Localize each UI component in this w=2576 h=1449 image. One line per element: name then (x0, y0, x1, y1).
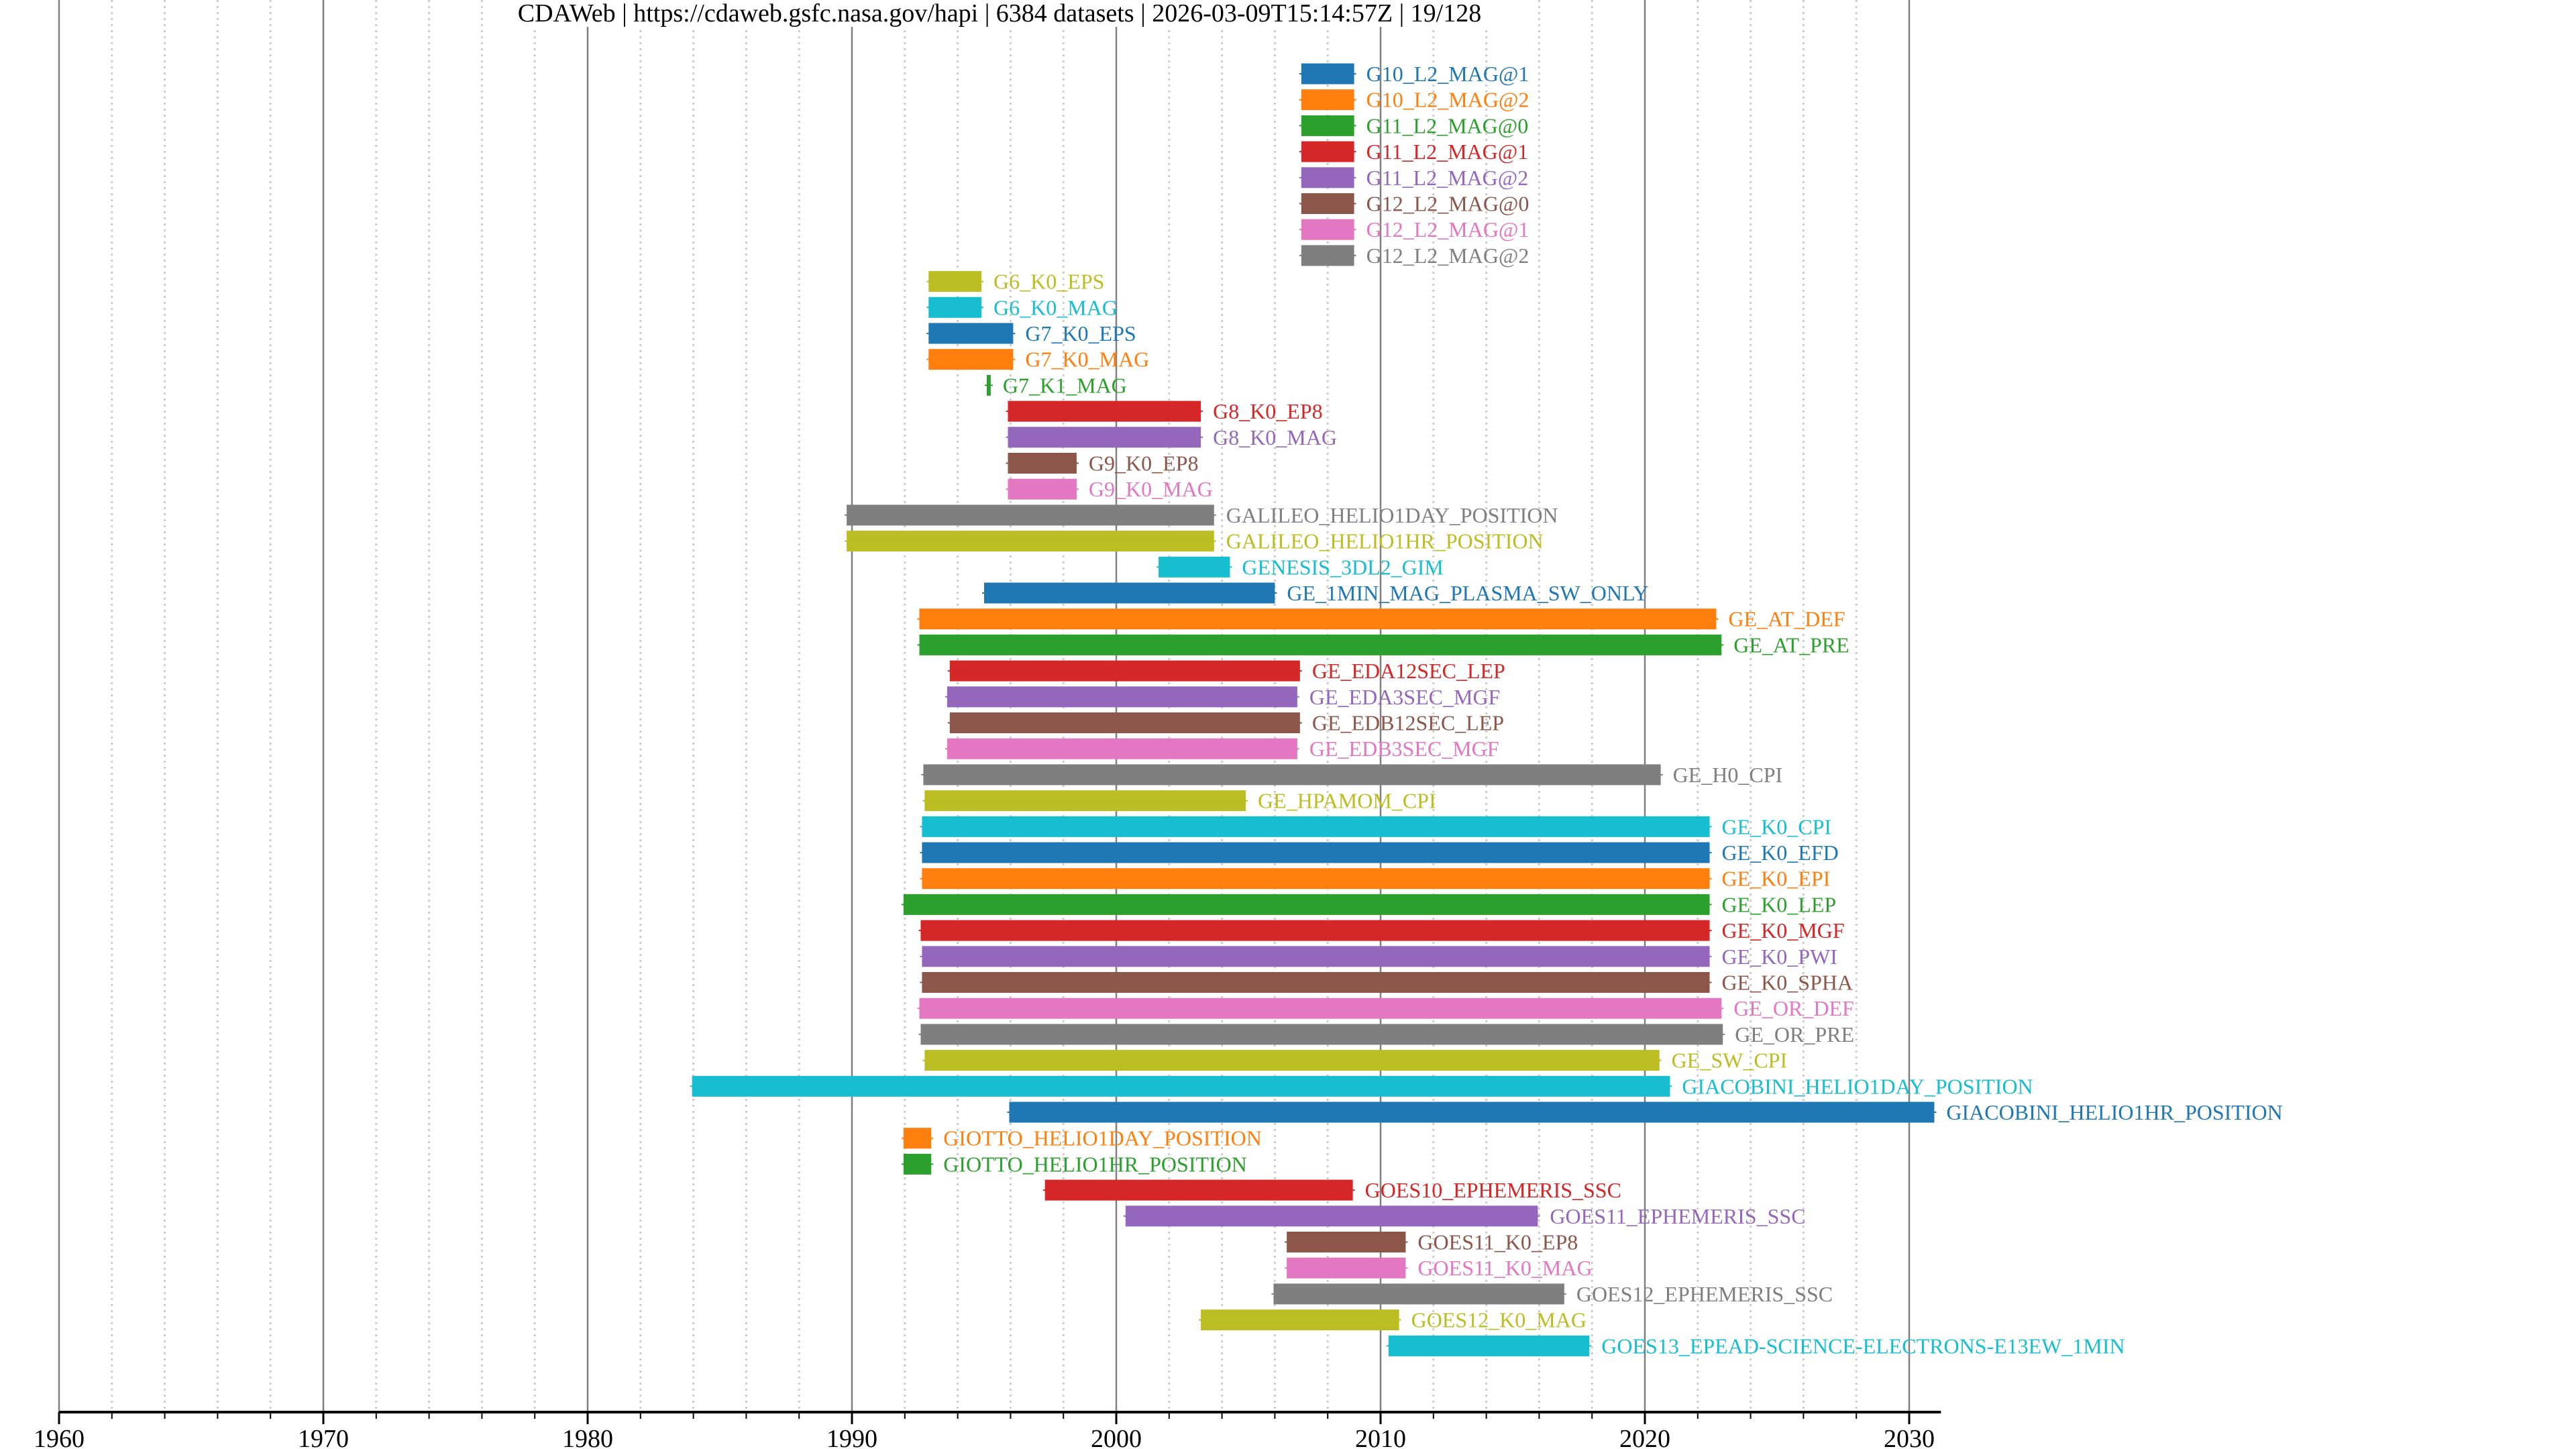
dataset-label: G12_L2_MAG@1 (1366, 217, 1529, 241)
x-tick-label: 1960 (34, 1425, 85, 1449)
dataset-label: GIACOBINI_HELIO1HR_POSITION (1946, 1100, 2282, 1124)
dataset-label: GE_K0_PWI (1722, 945, 1837, 969)
dataset-label: G9_K0_EP8 (1089, 451, 1199, 476)
x-axis: 1960 1970 1980 1990 2000 2010 2020 2030 (34, 1411, 1941, 1449)
x-tick-label: 2000 (1091, 1425, 1142, 1449)
dataset-label: G6_K0_MAG (994, 295, 1118, 319)
dataset-label: GE_H0_CPI (1673, 763, 1783, 787)
dataset-label: GE_K0_EPI (1722, 867, 1831, 891)
dataset-label: GE_K0_SPHA (1722, 971, 1854, 995)
dataset-label: G9_K0_MAG (1089, 477, 1213, 501)
dataset-label: G11_L2_MAG@2 (1366, 166, 1529, 190)
dataset-label: GE_SW_CPI (1672, 1049, 1787, 1073)
dataset-label: GE_K0_EFD (1722, 841, 1839, 865)
dataset-label: G8_K0_EP8 (1213, 399, 1323, 423)
dataset-label: GE_K0_CPI (1722, 814, 1832, 839)
x-tick-label: 1990 (826, 1425, 877, 1449)
x-tick-label: 2030 (1884, 1425, 1935, 1449)
dataset-label: G11_L2_MAG@1 (1366, 140, 1529, 164)
dataset-label: GE_1MIN_MAG_PLASMA_SW_ONLY (1287, 581, 1648, 605)
dataset-label: G12_L2_MAG@0 (1366, 192, 1529, 216)
dataset-bars: G10_L2_MAG@1G10_L2_MAG@2G11_L2_MAG@0G11_… (690, 62, 2283, 1358)
dataset-label: GE_OR_PRE (1735, 1022, 1854, 1046)
dataset-label: G10_L2_MAG@1 (1366, 62, 1529, 86)
x-tick-label: 1970 (298, 1425, 349, 1449)
dataset-label: GE_K0_LEP (1722, 892, 1837, 916)
dataset-label: GE_EDB12SEC_LEP (1312, 711, 1504, 735)
dataset-label: GE_AT_PRE (1733, 633, 1849, 657)
x-tick-label: 2020 (1619, 1425, 1670, 1449)
dataset-label: GE_EDA12SEC_LEP (1312, 659, 1505, 683)
x-tick-label: 1980 (562, 1425, 613, 1449)
dataset-label: GE_K0_MGF (1722, 918, 1845, 943)
dataset-label: G11_L2_MAG@0 (1366, 113, 1529, 138)
dataset-label: GIACOBINI_HELIO1DAY_POSITION (1682, 1074, 2033, 1098)
dataset-label: GIOTTO_HELIO1HR_POSITION (943, 1152, 1247, 1176)
dataset-label: GE_EDB3SEC_MGF (1309, 737, 1499, 761)
dataset-label: GENESIS_3DL2_GIM (1242, 555, 1443, 579)
dataset-label: GALILEO_HELIO1HR_POSITION (1226, 529, 1544, 553)
dataset-label: GIOTTO_HELIO1DAY_POSITION (943, 1126, 1262, 1150)
dataset-label: GOES13_EPEAD-SCIENCE-ELECTRONS-E13EW_1MI… (1601, 1334, 2125, 1358)
dataset-label: G10_L2_MAG@2 (1366, 88, 1529, 112)
dataset-label: G12_L2_MAG@2 (1366, 244, 1529, 268)
dataset-label: GE_OR_DEF (1733, 996, 1854, 1020)
dataset-label: GOES11_K0_MAG (1417, 1256, 1592, 1280)
dataset-label: GE_EDA3SEC_MGF (1309, 685, 1500, 709)
x-tick-label: 2010 (1355, 1425, 1406, 1449)
dataset-label: GOES12_K0_MAG (1411, 1308, 1587, 1332)
dataset-label: G7_K0_EPS (1025, 321, 1136, 345)
dataset-label: G7_K1_MAG (1003, 373, 1127, 397)
dataset-label: GOES10_EPHEMERIS_SSC (1365, 1178, 1621, 1202)
dataset-label: GALILEO_HELIO1DAY_POSITION (1226, 503, 1558, 527)
dataset-label: G8_K0_MAG (1213, 425, 1337, 449)
dataset-label: G7_K0_MAG (1025, 347, 1149, 372)
dataset-label: G6_K0_EPS (994, 270, 1104, 294)
dataset-label: GOES12_EPHEMERIS_SSC (1576, 1282, 1833, 1306)
dataset-label: GE_HPAMOM_CPI (1258, 789, 1436, 813)
dataset-label: GOES11_K0_EP8 (1417, 1230, 1578, 1254)
dataset-label: GE_AT_DEF (1728, 607, 1845, 631)
dataset-label: GOES11_EPHEMERIS_SSC (1550, 1204, 1805, 1228)
